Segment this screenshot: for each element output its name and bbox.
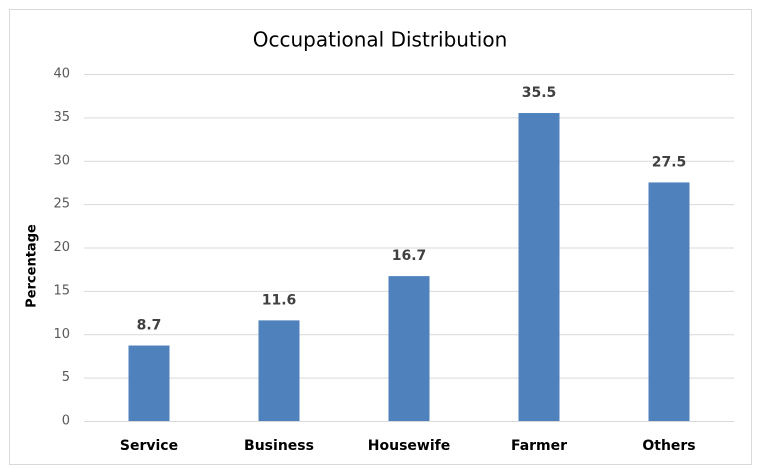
bar <box>388 276 430 421</box>
x-tick-label: Business <box>244 438 314 454</box>
y-tick-label: 30 <box>53 153 70 168</box>
chart-frame <box>9 9 752 465</box>
y-tick-label: 20 <box>53 240 70 255</box>
bar <box>518 113 560 421</box>
y-tick-label: 0 <box>62 414 70 429</box>
y-tick-label: 15 <box>53 283 70 298</box>
y-axis-label: Percentage <box>25 224 40 308</box>
data-label: 8.7 <box>137 318 162 334</box>
data-label: 35.5 <box>522 85 557 101</box>
y-tick-label: 40 <box>53 67 70 82</box>
x-tick-label: Service <box>120 438 178 454</box>
bar <box>128 345 170 421</box>
bar <box>258 320 300 421</box>
y-tick-label: 25 <box>53 197 70 212</box>
data-label: 16.7 <box>392 248 427 264</box>
y-tick-label: 5 <box>62 370 70 385</box>
y-tick-label: 35 <box>53 110 70 125</box>
data-label: 11.6 <box>262 292 297 308</box>
bar <box>648 182 690 421</box>
data-label: 27.5 <box>652 154 687 170</box>
chart-title: Occupational Distribution <box>253 28 508 52</box>
x-tick-label: Others <box>642 438 695 454</box>
x-tick-label: Housewife <box>368 438 450 454</box>
x-tick-label: Farmer <box>511 438 567 454</box>
y-tick-label: 10 <box>53 327 70 342</box>
